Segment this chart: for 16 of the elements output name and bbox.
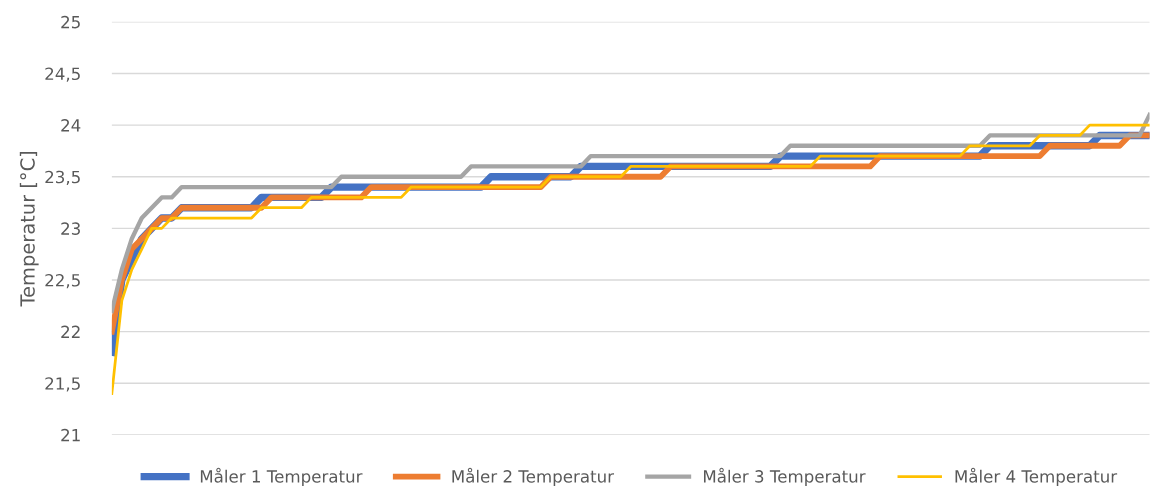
y-tick-label: 22: [61, 325, 80, 338]
y-axis-title: Temperatur [°C]: [19, 151, 39, 307]
y-tick-label: 21: [61, 428, 80, 442]
y-tick-label: 25: [61, 15, 80, 29]
line-series: [111, 123, 1150, 395]
legend-label: Måler 3 Temperatur: [703, 467, 866, 486]
y-tick-label: 22,5: [45, 273, 80, 289]
y-tick-label: 24,5: [45, 67, 80, 82]
y-tick-label: 23,5: [45, 170, 80, 186]
legend-label: Måler 2 Temperatur: [452, 467, 615, 486]
legend-label: Måler 1 Temperatur: [200, 467, 363, 486]
y-tick-label: 23: [61, 222, 80, 235]
legend-label: Måler 4 Temperatur: [955, 467, 1118, 486]
line-series: [111, 112, 1150, 314]
y-tick-label: 21,5: [45, 377, 80, 392]
y-tick-label: 24: [61, 119, 81, 132]
